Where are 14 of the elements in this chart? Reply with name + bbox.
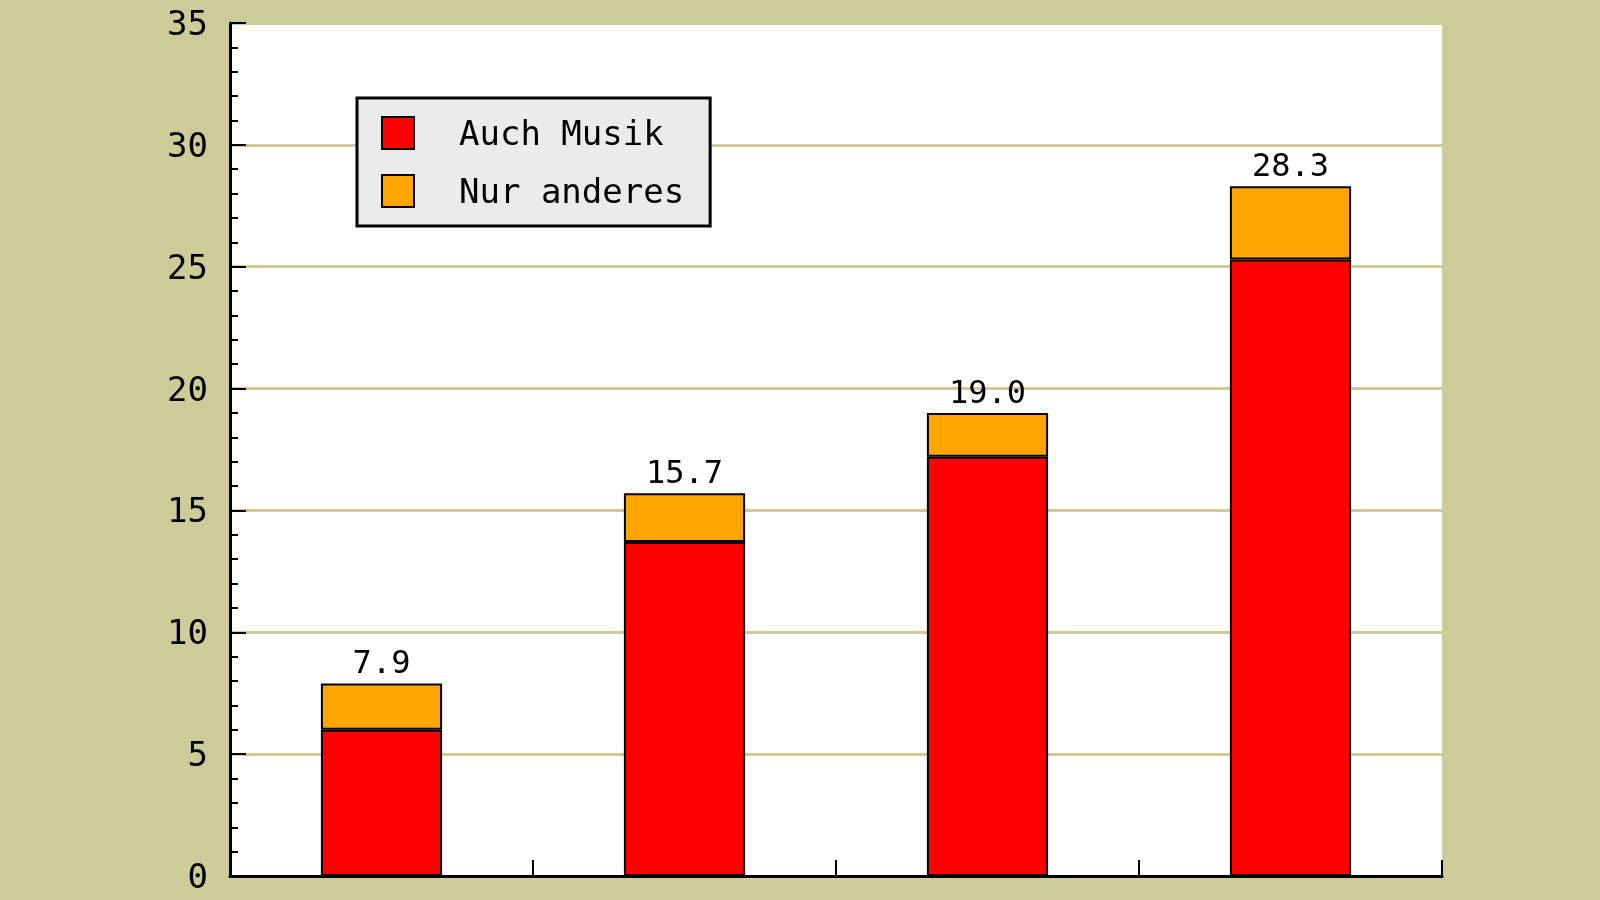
y-tick-label: 35: [167, 3, 208, 43]
y-tick-label: 30: [167, 124, 208, 165]
y-tick-label: 15: [167, 490, 208, 531]
total-label: 28.3: [1251, 146, 1330, 185]
legend-label: Nur anderes: [459, 171, 685, 211]
y-tick-label: 5: [187, 734, 208, 775]
total-label: 19.0: [948, 372, 1027, 411]
y-tick-label: 0: [187, 856, 208, 896]
y-tick-label: 20: [167, 368, 208, 409]
y-tick-label: 25: [167, 246, 208, 287]
y-tick-label: 10: [167, 612, 208, 653]
total-label: 7.9: [352, 643, 411, 682]
total-label: 15.7: [645, 453, 724, 492]
legend-label: Auch Musik: [459, 113, 664, 153]
